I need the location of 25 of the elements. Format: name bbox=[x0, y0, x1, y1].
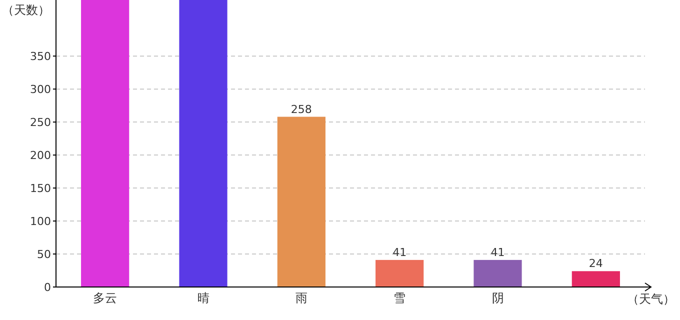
y-tick-label: 250 bbox=[30, 116, 51, 130]
y-tick-label: 0 bbox=[44, 281, 51, 294]
bar bbox=[376, 260, 424, 287]
bar bbox=[277, 116, 326, 287]
y-tick-label: 100 bbox=[30, 215, 51, 228]
bar bbox=[81, 0, 130, 287]
data-label: 24 bbox=[588, 257, 603, 270]
y-tick-label: 150 bbox=[30, 182, 51, 196]
y-tick-label: 300 bbox=[30, 83, 51, 96]
x-tick-label: 雨 bbox=[295, 291, 308, 305]
y-axis-title: （天数） bbox=[2, 3, 50, 17]
x-tick-label: 阴 bbox=[492, 291, 504, 305]
bar bbox=[572, 271, 620, 287]
y-tick-label: 50 bbox=[37, 248, 51, 262]
x-axis-title: （天气） bbox=[627, 292, 675, 306]
bar bbox=[474, 260, 522, 287]
bar bbox=[179, 0, 228, 287]
data-label: 41 bbox=[490, 246, 505, 259]
data-label: 258 bbox=[290, 102, 312, 116]
x-tick-label: 多云 bbox=[93, 291, 118, 305]
y-tick-label: 350 bbox=[30, 50, 51, 64]
y-tick-label: 200 bbox=[30, 149, 51, 162]
x-tick-label: 雪 bbox=[394, 291, 406, 305]
data-label: 41 bbox=[392, 246, 407, 259]
x-tick-label: 晴 bbox=[197, 291, 210, 305]
